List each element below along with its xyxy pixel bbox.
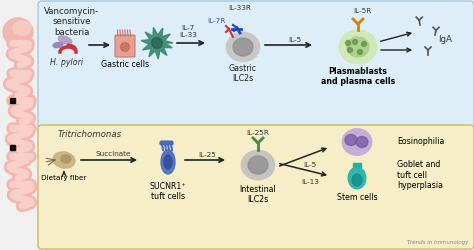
Ellipse shape <box>152 38 163 48</box>
Ellipse shape <box>120 42 129 51</box>
Text: Succinate: Succinate <box>95 151 131 157</box>
Text: IL-5: IL-5 <box>288 37 301 43</box>
Ellipse shape <box>339 30 377 64</box>
Ellipse shape <box>53 42 63 48</box>
Ellipse shape <box>345 134 357 145</box>
Ellipse shape <box>347 37 369 57</box>
Text: Dietary fiber: Dietary fiber <box>41 175 87 181</box>
Circle shape <box>166 141 170 145</box>
Ellipse shape <box>356 136 368 147</box>
Circle shape <box>169 141 173 145</box>
Ellipse shape <box>58 36 72 44</box>
Ellipse shape <box>348 167 366 189</box>
Ellipse shape <box>161 150 175 174</box>
Ellipse shape <box>226 32 260 62</box>
Ellipse shape <box>241 150 275 180</box>
Text: SUCNR1⁺
tuft cells: SUCNR1⁺ tuft cells <box>150 182 186 202</box>
Bar <box>353 163 361 167</box>
Bar <box>10 98 15 103</box>
Text: Gastric
ILC2s: Gastric ILC2s <box>229 64 257 84</box>
Ellipse shape <box>342 128 372 156</box>
Ellipse shape <box>233 38 253 56</box>
Text: Goblet and
tuft cell
hyperplasia: Goblet and tuft cell hyperplasia <box>397 160 443 190</box>
FancyBboxPatch shape <box>38 125 474 249</box>
Text: IL-5: IL-5 <box>303 162 317 168</box>
Text: Vancomycin-
sensitive
bacteria: Vancomycin- sensitive bacteria <box>45 7 100 37</box>
Text: IL-5R: IL-5R <box>353 8 371 14</box>
Text: Stem cells: Stem cells <box>337 193 377 202</box>
Text: IgA: IgA <box>438 35 452 44</box>
Text: H. pylori: H. pylori <box>50 58 83 67</box>
Circle shape <box>347 48 353 52</box>
Ellipse shape <box>53 152 75 168</box>
FancyBboxPatch shape <box>38 1 474 129</box>
Bar <box>10 145 15 150</box>
Ellipse shape <box>352 174 362 186</box>
Text: Intestinal
ILC2s: Intestinal ILC2s <box>240 185 276 204</box>
Text: IL-7
IL-33: IL-7 IL-33 <box>179 25 197 38</box>
Ellipse shape <box>164 155 172 169</box>
Text: IL-13: IL-13 <box>301 179 319 185</box>
Circle shape <box>353 40 357 44</box>
Text: IL-7R: IL-7R <box>207 18 225 24</box>
Text: Tritrichomonas: Tritrichomonas <box>58 130 122 139</box>
Polygon shape <box>141 28 173 59</box>
Circle shape <box>163 141 167 145</box>
FancyBboxPatch shape <box>115 35 135 57</box>
Circle shape <box>357 50 363 54</box>
Circle shape <box>346 40 350 46</box>
Ellipse shape <box>3 18 33 46</box>
Circle shape <box>362 42 366 46</box>
Text: Eosinophilia: Eosinophilia <box>397 138 444 146</box>
Text: Plasmablasts
and plasma cells: Plasmablasts and plasma cells <box>321 67 395 86</box>
Ellipse shape <box>13 20 31 36</box>
Ellipse shape <box>61 155 71 163</box>
Text: Trends in Immunology: Trends in Immunology <box>407 240 468 245</box>
Ellipse shape <box>248 156 268 174</box>
Text: Gastric cells: Gastric cells <box>101 60 149 69</box>
Text: IL-25: IL-25 <box>198 152 216 158</box>
Text: IL-33R: IL-33R <box>228 5 251 11</box>
Circle shape <box>160 141 164 145</box>
Text: IL-25R: IL-25R <box>246 130 269 136</box>
